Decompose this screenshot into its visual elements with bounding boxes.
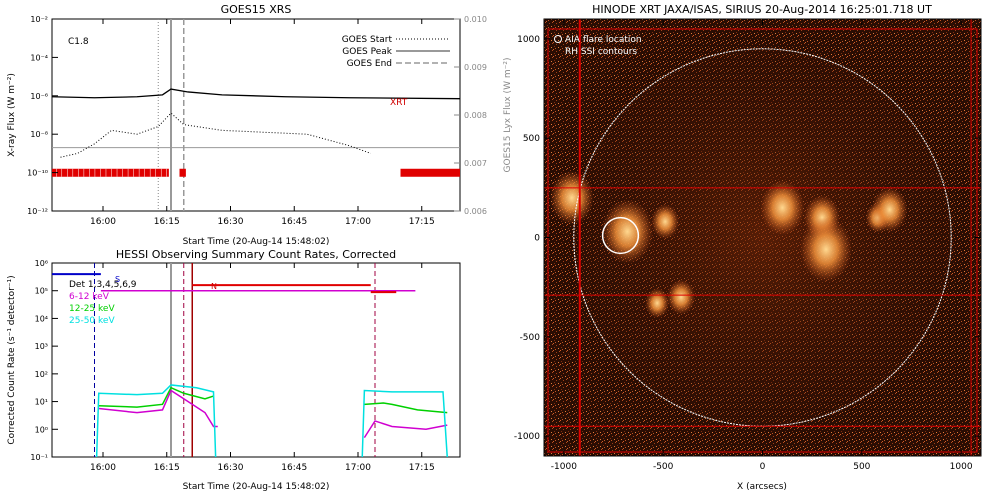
xrt-y-tick-label: -500: [520, 333, 541, 343]
hessi-xlabel: Start Time (20-Aug-14 15:48:02): [183, 482, 330, 492]
xrt-flare-location-circle: [601, 216, 640, 255]
goes-ylabel: X-ray Flux (W m⁻²): [7, 73, 17, 157]
xrt-bright-region-8: [871, 187, 908, 233]
xrt-x-tick-label: 1000: [950, 462, 973, 472]
goes-legend-end: GOES End: [347, 59, 392, 69]
goes-flux-line: [52, 88, 460, 100]
hessi-x-tick-label: 17:00: [345, 463, 371, 473]
hessi-plot-frame: [51, 262, 461, 458]
goes-y-tick-label: 10⁻⁴: [30, 53, 48, 62]
goes-ylabel-right: GOES15 Lyx Flux (W m⁻²): [503, 58, 513, 173]
hessi-legend: Det 1,3,4,5,6,9 6-12 keV 12-25 keV 25-50…: [69, 280, 137, 326]
xrt-x-tick-label: 0: [760, 462, 766, 472]
xrt-legend-rh: RH SSI contours: [565, 47, 637, 57]
goes-y2-tick-label: 0.009: [464, 63, 487, 72]
hessi-panel: HESSI Observing Summary Count Rates, Cor…: [7, 248, 461, 492]
xrt-bright-region-2: [651, 204, 680, 239]
hessi-title: HESSI Observing Summary Count Rates, Cor…: [116, 248, 396, 261]
xrt-bright-region-4: [645, 288, 670, 318]
xrt-x-tick-label: -1000: [551, 462, 577, 472]
xrt-legend-circle-icon: [554, 35, 562, 43]
goes-dotted-line: [60, 112, 371, 158]
xrt-bright-region-9: [800, 217, 852, 282]
hessi-legend-12-25: 12-25 keV: [69, 304, 115, 314]
goes-title: GOES15 XRS: [221, 3, 292, 16]
hessi-legend-det: Det 1,3,4,5,6,9: [69, 280, 137, 290]
xrt-legend: AIA flare location RH SSI contours: [554, 35, 642, 57]
goes-x-tick-label: 16:30: [218, 217, 244, 227]
xrt-x-tick-label: -500: [653, 462, 674, 472]
hessi-flag-n: N: [211, 282, 217, 291]
goes-y2-tick-label: 0.006: [464, 207, 487, 216]
goes-panel: GOES15 XRS 16:00 16:15 16:30 16:45 17:00 17:1…: [7, 3, 513, 247]
goes-y-tick-label: 10⁻²: [30, 15, 48, 24]
hessi-y-tick-label: 10²: [35, 370, 48, 379]
xrt-solar-limb: [573, 48, 952, 427]
goes-annotation: C1.8: [68, 37, 89, 47]
xrt-title: HINODE XRT JAXA/ISAS, SIRIUS 20-Aug-2014…: [592, 3, 932, 16]
hessi-ylabel: Corrected Count Rate (s⁻¹ detector⁻¹): [7, 275, 17, 444]
goes-y-tick-label: 10⁻⁸: [30, 130, 48, 139]
goes-legend: GOES Start GOES Peak GOES End: [342, 35, 450, 69]
hessi-x-tick-label: 16:30: [218, 463, 244, 473]
hessi-y-tick-label: 10⁶: [35, 259, 48, 268]
hessi-series-12-25-kev-0: [98, 386, 214, 408]
hessi-flag-s: S: [115, 275, 120, 284]
xrt-bright-region-0: [549, 170, 594, 226]
goes-xrt-interval-0: [52, 168, 169, 177]
hessi-y-tick-label: 10³: [35, 342, 48, 351]
hessi-y-tick-label: 10¹: [35, 398, 48, 407]
goes-x-tick-label: 16:00: [90, 217, 116, 227]
xrt-xlabel: X (arcsecs): [737, 482, 787, 492]
goes-x-tick-label: 16:15: [154, 217, 180, 227]
xrt-y-tick-label: 1000: [517, 35, 540, 45]
goes-xlabel: Start Time (20-Aug-14 15:48:02): [183, 237, 330, 247]
xrt-x-tick-label: 500: [853, 462, 870, 472]
hessi-series-25-50-kev-0: [95, 384, 217, 457]
goes-xrt-interval-1: [179, 168, 186, 177]
hessi-legend-6-12: 6-12 keV: [69, 292, 110, 302]
goes-y-tick-label: 10⁻⁶: [30, 92, 48, 101]
hessi-series-25-50-kev-1: [361, 389, 448, 457]
hessi-series-12-25-kev-1: [364, 402, 448, 414]
goes-y2-tick-label: 0.007: [464, 159, 487, 168]
xrt-y-tick-label: 500: [523, 134, 540, 144]
xrt-solar-disk: [573, 48, 952, 427]
hessi-x-tick-label: 17:15: [409, 463, 435, 473]
xrt-legend-aia: AIA flare location: [565, 35, 642, 45]
hessi-series-6-12-kev-1: [363, 420, 448, 439]
goes-y2-tick-label: 0.010: [464, 15, 487, 24]
goes-legend-start: GOES Start: [342, 35, 393, 45]
goes-y2-tick-label: 0.008: [464, 111, 487, 120]
goes-legend-peak: GOES Peak: [342, 47, 392, 57]
xrt-panel: HINODE XRT JAXA/ISAS, SIRIUS 20-Aug-2014…: [514, 3, 982, 492]
xrt-bright-region-3: [667, 279, 695, 315]
xrt-bright-region-5: [760, 180, 805, 236]
goes-xrt-label: XRT: [390, 98, 408, 108]
hessi-y-tick-label: 10⁻¹: [30, 453, 48, 462]
hessi-y-tick-label: 10⁰: [35, 425, 48, 434]
xrt-y-tick-label: 0: [534, 234, 540, 244]
goes-x-tick-label: 17:00: [345, 217, 371, 227]
hessi-x-tick-label: 16:15: [154, 463, 180, 473]
goes-x-tick-label: 17:15: [409, 217, 435, 227]
hessi-legend-25-50: 25-50 keV: [69, 316, 115, 326]
hessi-x-tick-label: 16:00: [90, 463, 116, 473]
xrt-y-tick-label: -1000: [514, 432, 540, 442]
goes-y-tick-label: 10⁻¹²: [27, 207, 48, 216]
hessi-y-tick-label: 10⁴: [35, 314, 48, 323]
goes-plot-frame: [51, 18, 461, 212]
goes-xrt-interval-2: [400, 168, 460, 177]
goes-y-tick-label: 10⁻¹⁰: [27, 169, 48, 178]
hessi-y-tick-label: 10⁵: [35, 287, 48, 296]
goes-x-tick-label: 16:45: [281, 217, 307, 227]
xrt-bright-region-1: [601, 199, 654, 264]
hessi-series-6-12-kev-0: [98, 389, 218, 428]
hessi-x-tick-label: 16:45: [281, 463, 307, 473]
